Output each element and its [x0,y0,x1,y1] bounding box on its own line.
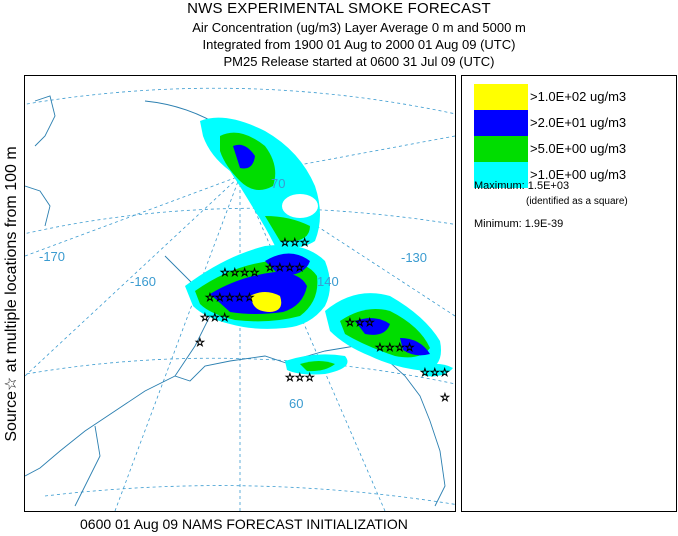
label-lat-60: 60 [289,396,303,411]
smoke-plume-central [185,245,330,329]
forecast-initialization: 0600 01 Aug 09 NAMS FORECAST INITIALIZAT… [80,516,408,532]
source-side-label-container: Source☆ at multiple locations from 100 m [0,72,22,516]
source-side-label: Source☆ at multiple locations from 100 m [3,146,20,442]
svg-text:☆☆☆☆: ☆☆☆☆ [220,267,260,279]
legend-item-1: >1.0E+00 ug/m3 [474,162,674,188]
source-markers: ☆☆☆☆☆ ☆☆☆☆ ☆☆☆☆ ☆☆☆ ☆☆☆ ☆ ☆☆☆ ☆☆☆☆ ☆☆☆ ☆… [195,237,451,405]
smoke-plume-east [285,293,453,377]
legend-item-20: >2.0E+01 ug/m3 [474,110,674,136]
svg-text:☆☆☆☆☆: ☆☆☆☆☆ [205,292,254,304]
svg-text:☆☆☆: ☆☆☆ [420,367,450,379]
legend-item-5: >5.0E+00 ug/m3 [474,136,674,162]
legend-maximum-note: (identified as a square) [526,196,628,207]
svg-text:☆☆☆: ☆☆☆ [345,317,375,329]
release-start: PM25 Release started at 0600 31 Jul 09 (… [223,54,495,69]
smoke-plume-north [200,117,320,248]
svg-text:☆☆☆☆: ☆☆☆☆ [265,262,305,274]
svg-text:☆☆☆: ☆☆☆ [285,372,315,384]
label-lon-170: -170 [39,249,65,264]
legend-minimum: Minimum: 1.9E-39 [474,218,564,230]
legend-label-100: >1.0E+02 ug/m3 [530,89,627,104]
concentration-subtitle: Air Concentration (ug/m3) Layer Average … [192,20,526,35]
svg-text:☆☆☆: ☆☆☆ [200,312,230,324]
label-lat-70: 70 [271,176,285,191]
label-lon-140: 140 [317,274,339,289]
graticule [25,87,455,511]
legend-swatch-yellow [474,84,528,110]
svg-text:☆: ☆ [440,392,450,404]
forecast-title: NWS EXPERIMENTAL SMOKE FORECAST [187,0,491,17]
legend-swatch-green [474,136,528,162]
svg-text:☆☆☆: ☆☆☆ [280,237,310,249]
legend-swatch-blue [474,110,528,136]
legend-label-5: >5.0E+00 ug/m3 [530,141,627,156]
map-canvas: ☆☆☆☆☆ ☆☆☆☆ ☆☆☆☆ ☆☆☆ ☆☆☆ ☆ ☆☆☆ ☆☆☆☆ ☆☆☆ ☆… [25,87,455,511]
legend-item-100: >1.0E+02 ug/m3 [474,84,674,110]
integration-period: Integrated from 1900 01 Aug to 2000 01 A… [202,37,516,52]
svg-text:☆☆☆☆: ☆☆☆☆ [375,342,415,354]
label-lon-130: -130 [401,250,427,265]
svg-text:☆: ☆ [195,337,205,349]
label-lon-160: -160 [130,274,156,289]
legend-label-1: >1.0E+00 ug/m3 [530,167,627,182]
smoke-map: ☆☆☆☆☆ ☆☆☆☆ ☆☆☆☆ ☆☆☆ ☆☆☆ ☆ ☆☆☆ ☆☆☆☆ ☆☆☆ ☆… [24,75,456,512]
legend-swatch-cyan [474,162,528,188]
legend-maximum: Maximum: 1.5E+03 [474,180,570,192]
concentration-legend: >1.0E+02 ug/m3 >2.0E+01 ug/m3 >5.0E+00 u… [461,75,677,512]
legend-label-20: >2.0E+01 ug/m3 [530,115,627,130]
